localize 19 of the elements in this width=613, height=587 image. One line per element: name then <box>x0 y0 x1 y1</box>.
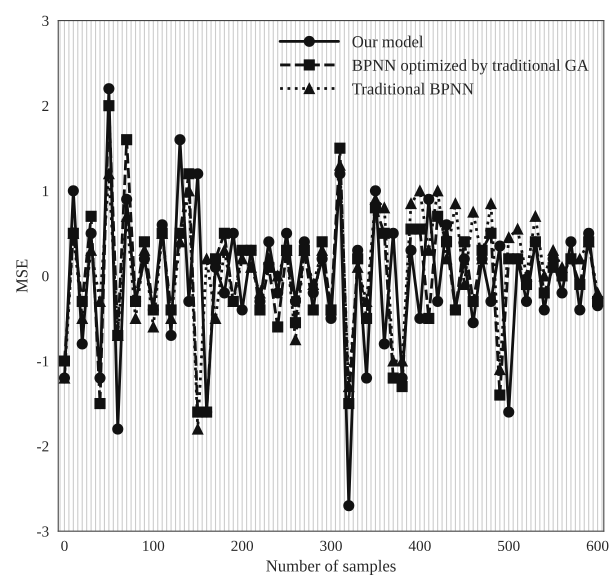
y-tick-label: -1 <box>37 356 48 366</box>
y-tick-label: -2 <box>37 441 48 452</box>
x-tick-label: 500 <box>498 540 520 552</box>
y-tick-label: 1 <box>42 186 48 196</box>
legend-label: Traditional BPNN <box>352 82 474 95</box>
x-axis-title: Number of samples <box>266 560 396 575</box>
legend-label: BPNN optimized by traditional GA <box>352 59 589 74</box>
y-tick-label: 3 <box>42 16 49 26</box>
y-tick-label: 2 <box>42 100 48 111</box>
y-tick-label: 0 <box>42 271 49 282</box>
x-tick-label: 100 <box>143 540 164 552</box>
x-tick-label: 200 <box>231 540 254 552</box>
x-tick-label: 300 <box>320 540 342 552</box>
x-tick-label: 600 <box>586 540 608 552</box>
legend-label: Our model <box>352 36 424 48</box>
x-tick-label: 400 <box>408 540 431 552</box>
y-tick-label: -3 <box>37 526 49 537</box>
x-tick-label: 0 <box>61 540 68 552</box>
y-axis-title: MSE <box>16 260 28 293</box>
